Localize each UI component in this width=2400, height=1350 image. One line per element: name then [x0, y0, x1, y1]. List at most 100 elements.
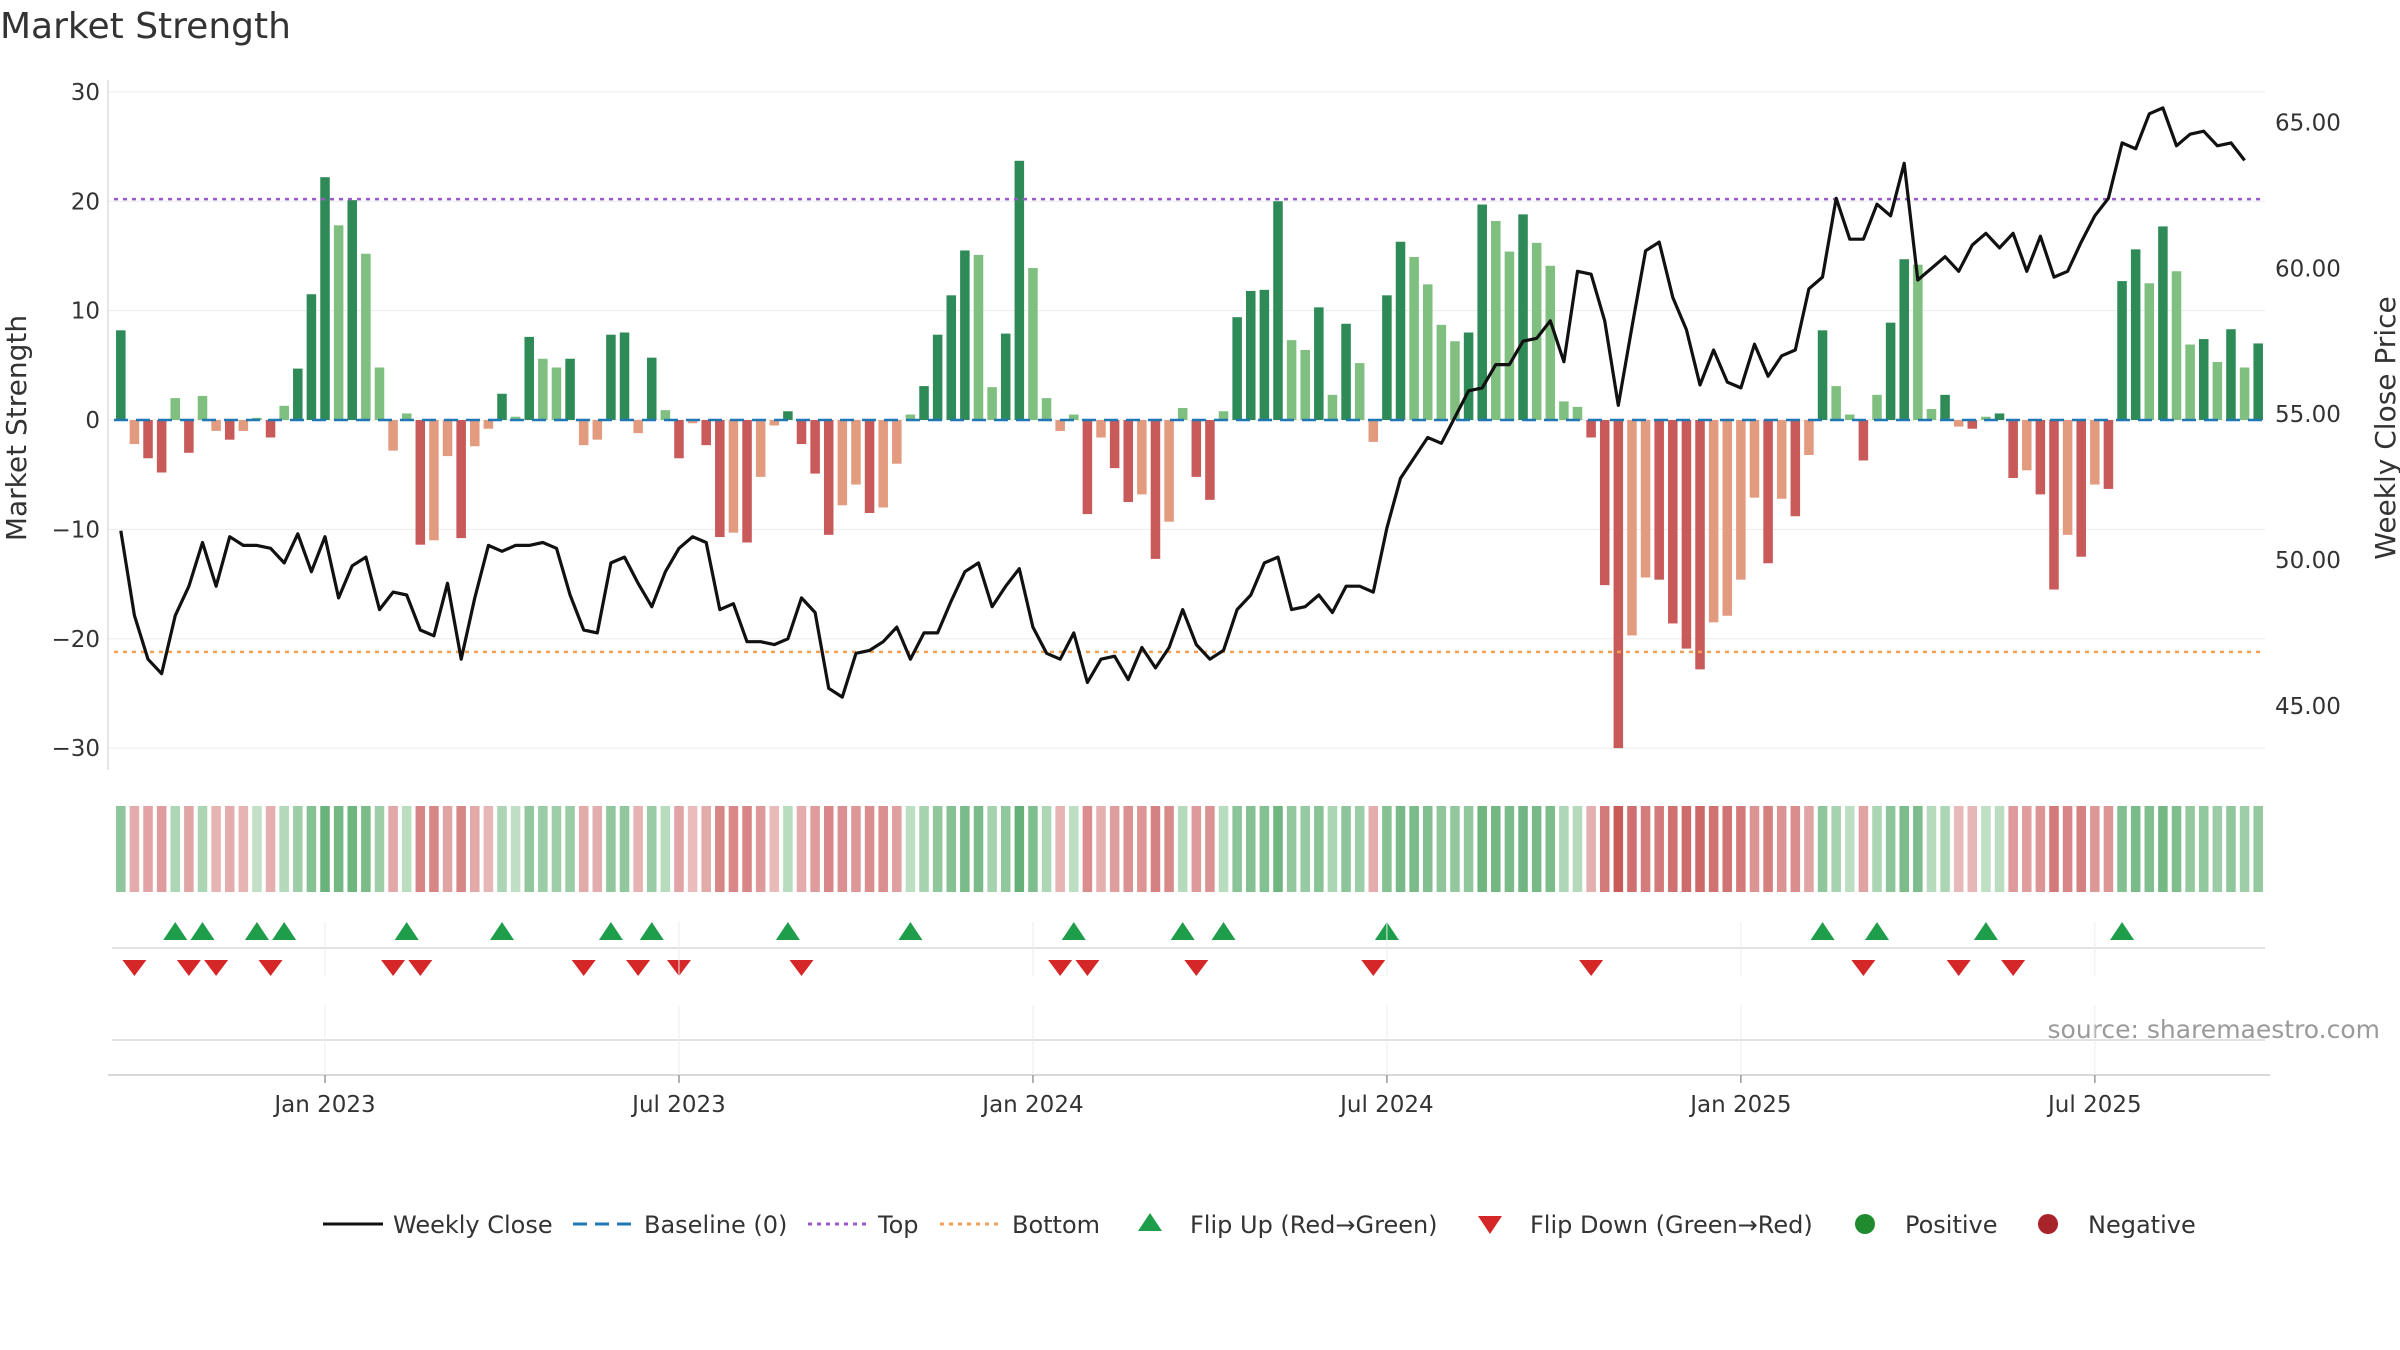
heat-cell	[197, 806, 208, 892]
strength-bar	[265, 420, 276, 438]
heat-cell	[510, 806, 521, 892]
y-tick-label: −30	[51, 736, 100, 762]
heat-cell	[347, 806, 358, 892]
strength-bar	[320, 177, 330, 420]
strength-bar	[1926, 409, 1937, 420]
heat-cell	[932, 806, 943, 892]
strength-bar	[2198, 339, 2209, 420]
y-tick-label: 20	[71, 189, 100, 215]
flip-down-icon	[1478, 1216, 1502, 1234]
strength-bar	[333, 225, 344, 420]
heat-cell	[1531, 806, 1542, 892]
strength-bar	[1000, 333, 1011, 420]
heat-cell	[1926, 806, 1937, 892]
heat-cell	[1191, 806, 1202, 892]
heat-cell	[170, 806, 181, 892]
strength-bar	[401, 413, 412, 420]
strength-bar	[1491, 220, 1501, 420]
strength-bar	[823, 420, 834, 535]
heat-cell	[1913, 806, 1923, 892]
heat-cell	[429, 806, 439, 892]
x-tick-label: Jul 2023	[630, 1092, 726, 1118]
strength-bar	[2212, 362, 2223, 420]
flip-down-marker	[176, 960, 201, 976]
heat-cell	[1654, 806, 1664, 892]
heat-cell	[184, 806, 194, 892]
flip-down-marker	[2001, 960, 2026, 976]
strength-bar	[1109, 420, 1120, 469]
heat-cell	[769, 806, 780, 892]
heat-cell	[1804, 806, 1814, 892]
heat-cell	[551, 806, 562, 892]
reference-lines	[114, 197, 2265, 654]
heat-cell	[211, 806, 221, 892]
strength-bar	[592, 420, 603, 440]
heat-cell	[1640, 806, 1651, 892]
heat-cell	[1776, 806, 1787, 892]
strength-bar	[1559, 401, 1569, 420]
strength-bar	[483, 420, 494, 429]
strength-bar	[1055, 420, 1065, 431]
strength-bar	[1164, 420, 1174, 522]
strength-bar	[2185, 344, 2195, 420]
strength-bar	[606, 334, 616, 420]
strength-bar	[143, 420, 153, 459]
x-tick-label: Jul 2024	[1338, 1092, 1434, 1118]
source-label: source: sharemaestro.com	[2048, 1015, 2381, 1044]
strength-bar	[796, 420, 807, 445]
heat-cell	[265, 806, 276, 892]
heat-cell	[633, 806, 643, 892]
heat-cell	[1668, 806, 1678, 892]
strength-bar	[1341, 323, 1351, 420]
heat-cell	[1232, 806, 1242, 892]
strength-bar	[755, 420, 766, 477]
heat-cell	[1069, 806, 1079, 892]
weekly-close-series	[119, 106, 2246, 699]
heat-cell	[592, 806, 603, 892]
strength-bar	[361, 253, 371, 420]
strength-bar	[1695, 420, 1705, 670]
flip-markers-panel	[112, 922, 2265, 976]
heat-cell	[388, 806, 398, 892]
heat-cell	[129, 806, 140, 892]
strength-bar	[619, 332, 630, 420]
heat-cell	[1940, 806, 1950, 892]
heat-cell	[2171, 806, 2182, 892]
strength-bar	[1028, 267, 1038, 420]
heat-cell	[1164, 806, 1174, 892]
strength-bar	[1232, 317, 1242, 420]
strength-bar	[1327, 394, 1338, 420]
heat-cell	[320, 806, 330, 892]
strength-bar	[1409, 257, 1419, 420]
heat-cell	[1518, 806, 1528, 892]
heat-cell	[2090, 806, 2100, 892]
heat-cell	[1572, 806, 1583, 892]
heat-cell	[524, 806, 534, 892]
strength-bar	[1273, 201, 1283, 420]
heat-cell	[1586, 806, 1596, 892]
x-tick-label: Jan 2023	[272, 1092, 375, 1118]
heat-cell	[646, 806, 657, 892]
strength-bar	[878, 420, 888, 508]
strength-bar	[1518, 214, 1528, 420]
heat-cell	[1273, 806, 1283, 892]
strength-bar	[1395, 241, 1406, 420]
heat-cell	[619, 806, 630, 892]
strength-bar	[211, 420, 221, 431]
strength-bar	[1994, 413, 2005, 420]
strength-bar	[1953, 420, 1964, 427]
heat-cell	[1055, 806, 1065, 892]
flip-down-marker	[1946, 960, 1971, 976]
heat-cell	[1177, 806, 1188, 892]
heat-cell	[1300, 806, 1310, 892]
heat-cell	[687, 806, 698, 892]
heat-cell	[2076, 806, 2086, 892]
strength-bar	[1858, 420, 1869, 461]
strength-bar	[1885, 322, 1896, 420]
strength-bar	[374, 367, 385, 420]
heat-cell	[987, 806, 997, 892]
y-tick-label: −20	[51, 627, 100, 653]
strength-bar	[1654, 420, 1664, 580]
strength-bar	[415, 420, 426, 545]
strength-bar	[769, 420, 780, 426]
